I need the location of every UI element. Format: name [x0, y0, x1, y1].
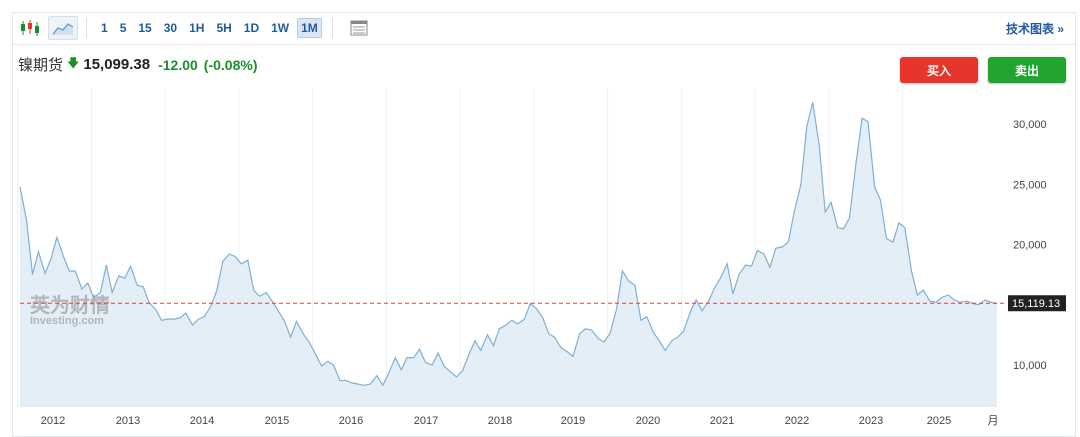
table-icon[interactable]: [345, 17, 373, 39]
y-tick-label: 20,000: [1013, 239, 1047, 251]
x-tick-label: 2015: [265, 415, 289, 427]
sell-button[interactable]: 卖出: [988, 57, 1066, 83]
price-area-fill: [20, 102, 997, 408]
technical-chart-link[interactable]: 技术图表 »: [1005, 22, 1064, 36]
price-change-percent: (-0.08%): [203, 56, 258, 73]
current-price-label-text: 15,119.13: [1012, 298, 1060, 310]
y-tick-label: 15,000: [1013, 300, 1047, 312]
x-axis: 2012 2013 2014 2015 2016 2017 2018 2019 2020 2021…: [41, 415, 999, 427]
x-tick-label: 2020: [636, 415, 660, 427]
chart-toolbar: 1 5 15 30 1H 5H 1D 1W 1M 技术图表 »: [12, 12, 1076, 45]
x-tick-label: 2017: [414, 415, 438, 427]
price-series-line: [19, 102, 998, 387]
y-tick-label: 25,000: [1013, 179, 1047, 191]
x-tick-label: 2018: [488, 415, 512, 427]
timeframe-1d[interactable]: 1D: [243, 21, 260, 35]
x-tick-label: 2016: [339, 415, 363, 427]
x-tick-label: 2025: [927, 415, 951, 427]
timeframe-5h[interactable]: 5H: [216, 21, 232, 35]
x-tick-label: 2019: [561, 415, 585, 427]
timeframe-5[interactable]: 5: [119, 21, 127, 35]
x-tick-label: 2014: [190, 415, 214, 427]
timeframe-1[interactable]: 1: [101, 21, 108, 35]
timeframe-30[interactable]: 30: [163, 21, 178, 35]
watermark-en: Investing.com: [30, 315, 104, 327]
x-tick-label: 2022: [785, 415, 809, 427]
x-tick-label: 2013: [116, 415, 140, 427]
watermark: 英为财情 Investing.com: [30, 293, 110, 327]
candlestick-icon[interactable]: [16, 17, 44, 39]
x-tick-label: 月: [988, 415, 999, 427]
x-tick-label: 2023: [859, 415, 883, 427]
x-tick-label: 2012: [41, 415, 65, 427]
area-chart-icon[interactable]: [48, 16, 78, 40]
toolbar-separator: [331, 18, 333, 38]
quote-header: 镍期货 🡇 15,099.38 -12.00 (-0.08%): [18, 54, 263, 75]
price-change: -12.00: [158, 56, 198, 73]
timeframe-1h[interactable]: 1H: [189, 21, 205, 35]
y-tick-label: 30,000: [1013, 119, 1047, 131]
timeframe-1m[interactable]: 1M: [297, 18, 322, 38]
y-tick-label: 10,000: [1013, 360, 1047, 372]
current-price-label: 15,119.13: [1008, 295, 1066, 312]
x-tick-label: 2021: [710, 415, 734, 427]
toolbar-separator: [86, 18, 87, 38]
down-arrow-icon: 🡇: [67, 56, 80, 70]
last-price: 15,099.38: [83, 56, 151, 73]
buy-button[interactable]: 买入: [900, 57, 978, 83]
watermark-cn: 英为财情: [30, 293, 110, 317]
timeframe-15[interactable]: 15: [138, 21, 152, 35]
current-price-label-bg: [1008, 295, 1066, 312]
instrument-name: 镍期货: [18, 57, 64, 74]
y-axis: 10,000 20,000 25,000 30,000 15,000: [1013, 119, 1047, 372]
timeframe-1w[interactable]: 1W: [271, 21, 290, 35]
